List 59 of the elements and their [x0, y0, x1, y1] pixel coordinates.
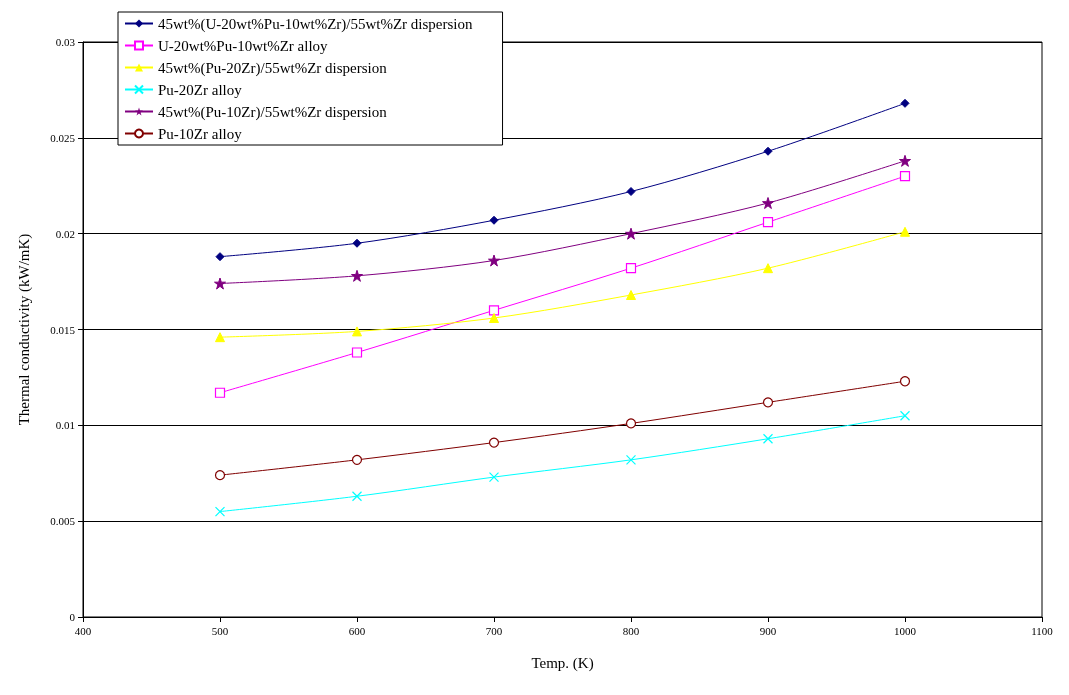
x-tick-label: 700: [485, 624, 503, 637]
legend-label: 45wt%(Pu-10Zr)/55wt%Zr dispersion: [158, 103, 388, 121]
point: [351, 491, 363, 502]
point: [625, 418, 637, 429]
y-tick-label: 0: [69, 611, 76, 623]
point: [625, 263, 637, 274]
point: [899, 410, 911, 421]
point: [214, 470, 226, 481]
point: [351, 454, 363, 465]
x-tick-label: 500: [211, 624, 229, 637]
point: [899, 376, 911, 387]
point: [214, 277, 226, 290]
x-tick-label: 900: [759, 624, 777, 637]
point: [626, 187, 636, 196]
point: [762, 433, 774, 444]
x-axis-title: Temp. (K): [531, 654, 594, 672]
y-tick-label: 0.02: [55, 227, 75, 240]
point: [215, 332, 225, 343]
x-tick-label: 600: [348, 624, 366, 637]
legend-label: Pu-20Zr alloy: [158, 81, 243, 98]
point: [900, 226, 910, 237]
point: [488, 437, 500, 448]
point: [352, 238, 362, 248]
point: [214, 506, 226, 517]
point: [899, 171, 911, 182]
y-tick-label: 0.015: [50, 323, 76, 336]
point: [899, 154, 911, 167]
point: [351, 347, 363, 358]
point: [763, 146, 773, 156]
x-tick-label: 1000: [894, 624, 917, 637]
y-tick-label: 0.005: [50, 515, 76, 528]
point: [488, 254, 500, 267]
point: [762, 197, 774, 209]
x-tick-label: 800: [622, 624, 640, 637]
point: [351, 269, 363, 282]
legend-label: Pu-10Zr alloy: [158, 125, 243, 142]
y-tick-label: 0.03: [55, 36, 76, 48]
y-tick-label: 0.025: [50, 131, 76, 144]
legend-label: 45wt%(Pu-20Zr)/55wt%Zr dispersion: [158, 59, 388, 77]
point: [489, 215, 499, 225]
point: [214, 387, 226, 398]
x-tick-label: 1100: [1031, 624, 1054, 637]
y-axis-title: Thermal conductivity (kW/mK): [15, 233, 33, 426]
y-tick-label: 0.01: [55, 419, 75, 432]
point: [626, 290, 636, 300]
point: [762, 217, 774, 228]
point: [625, 454, 637, 465]
point: [352, 326, 362, 337]
point: [625, 227, 637, 240]
point: [488, 471, 500, 483]
point: [215, 252, 225, 262]
point: [762, 397, 774, 408]
point: [900, 98, 910, 108]
point: [489, 313, 499, 323]
point: [488, 305, 500, 316]
legend-label: 45wt%(U-20wt%Pu-10wt%Zr)/55wt%Zr dispersion: [158, 15, 474, 33]
x-tick-label: 400: [74, 624, 92, 637]
legend-label: U-20wt%Pu-10wt%Zr alloy: [158, 37, 329, 54]
point: [763, 263, 773, 274]
